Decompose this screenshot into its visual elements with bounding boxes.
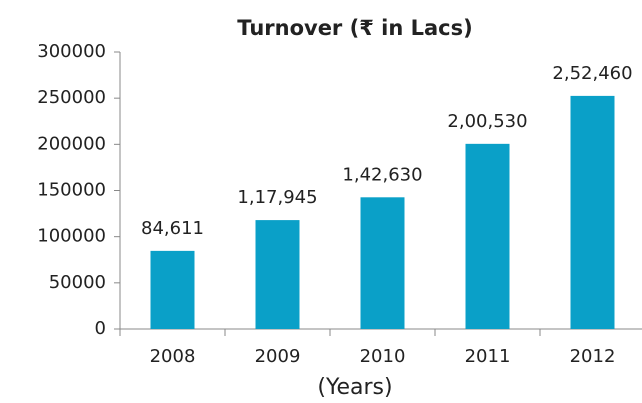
x-tick-label: 2008	[150, 346, 196, 367]
value-label: 1,17,945	[237, 187, 317, 208]
x-tick-label: 2012	[570, 346, 616, 367]
value-label: 2,00,530	[447, 111, 527, 132]
chart-title: Turnover (₹ in Lacs)	[237, 16, 472, 40]
y-tick-label: 100000	[37, 226, 106, 247]
y-tick-label: 50000	[49, 272, 106, 293]
x-axis-label: (Years)	[317, 375, 392, 400]
y-tick-label: 150000	[37, 180, 106, 201]
bar	[570, 95, 615, 329]
x-tick-label: 2011	[465, 346, 511, 367]
y-tick-label: 200000	[37, 133, 106, 154]
x-tick-label: 2010	[360, 346, 406, 367]
y-tick-label: 0	[95, 318, 106, 339]
x-tick-label: 2009	[255, 346, 301, 367]
value-label: 1,42,630	[342, 164, 422, 185]
y-tick-label: 250000	[37, 87, 106, 108]
bar	[360, 197, 405, 329]
value-label: 2,52,460	[552, 63, 632, 84]
bar	[150, 250, 195, 329]
bar	[255, 220, 300, 329]
value-label: 84,611	[141, 218, 204, 239]
bar	[465, 143, 510, 329]
y-tick-label: 300000	[37, 41, 106, 62]
